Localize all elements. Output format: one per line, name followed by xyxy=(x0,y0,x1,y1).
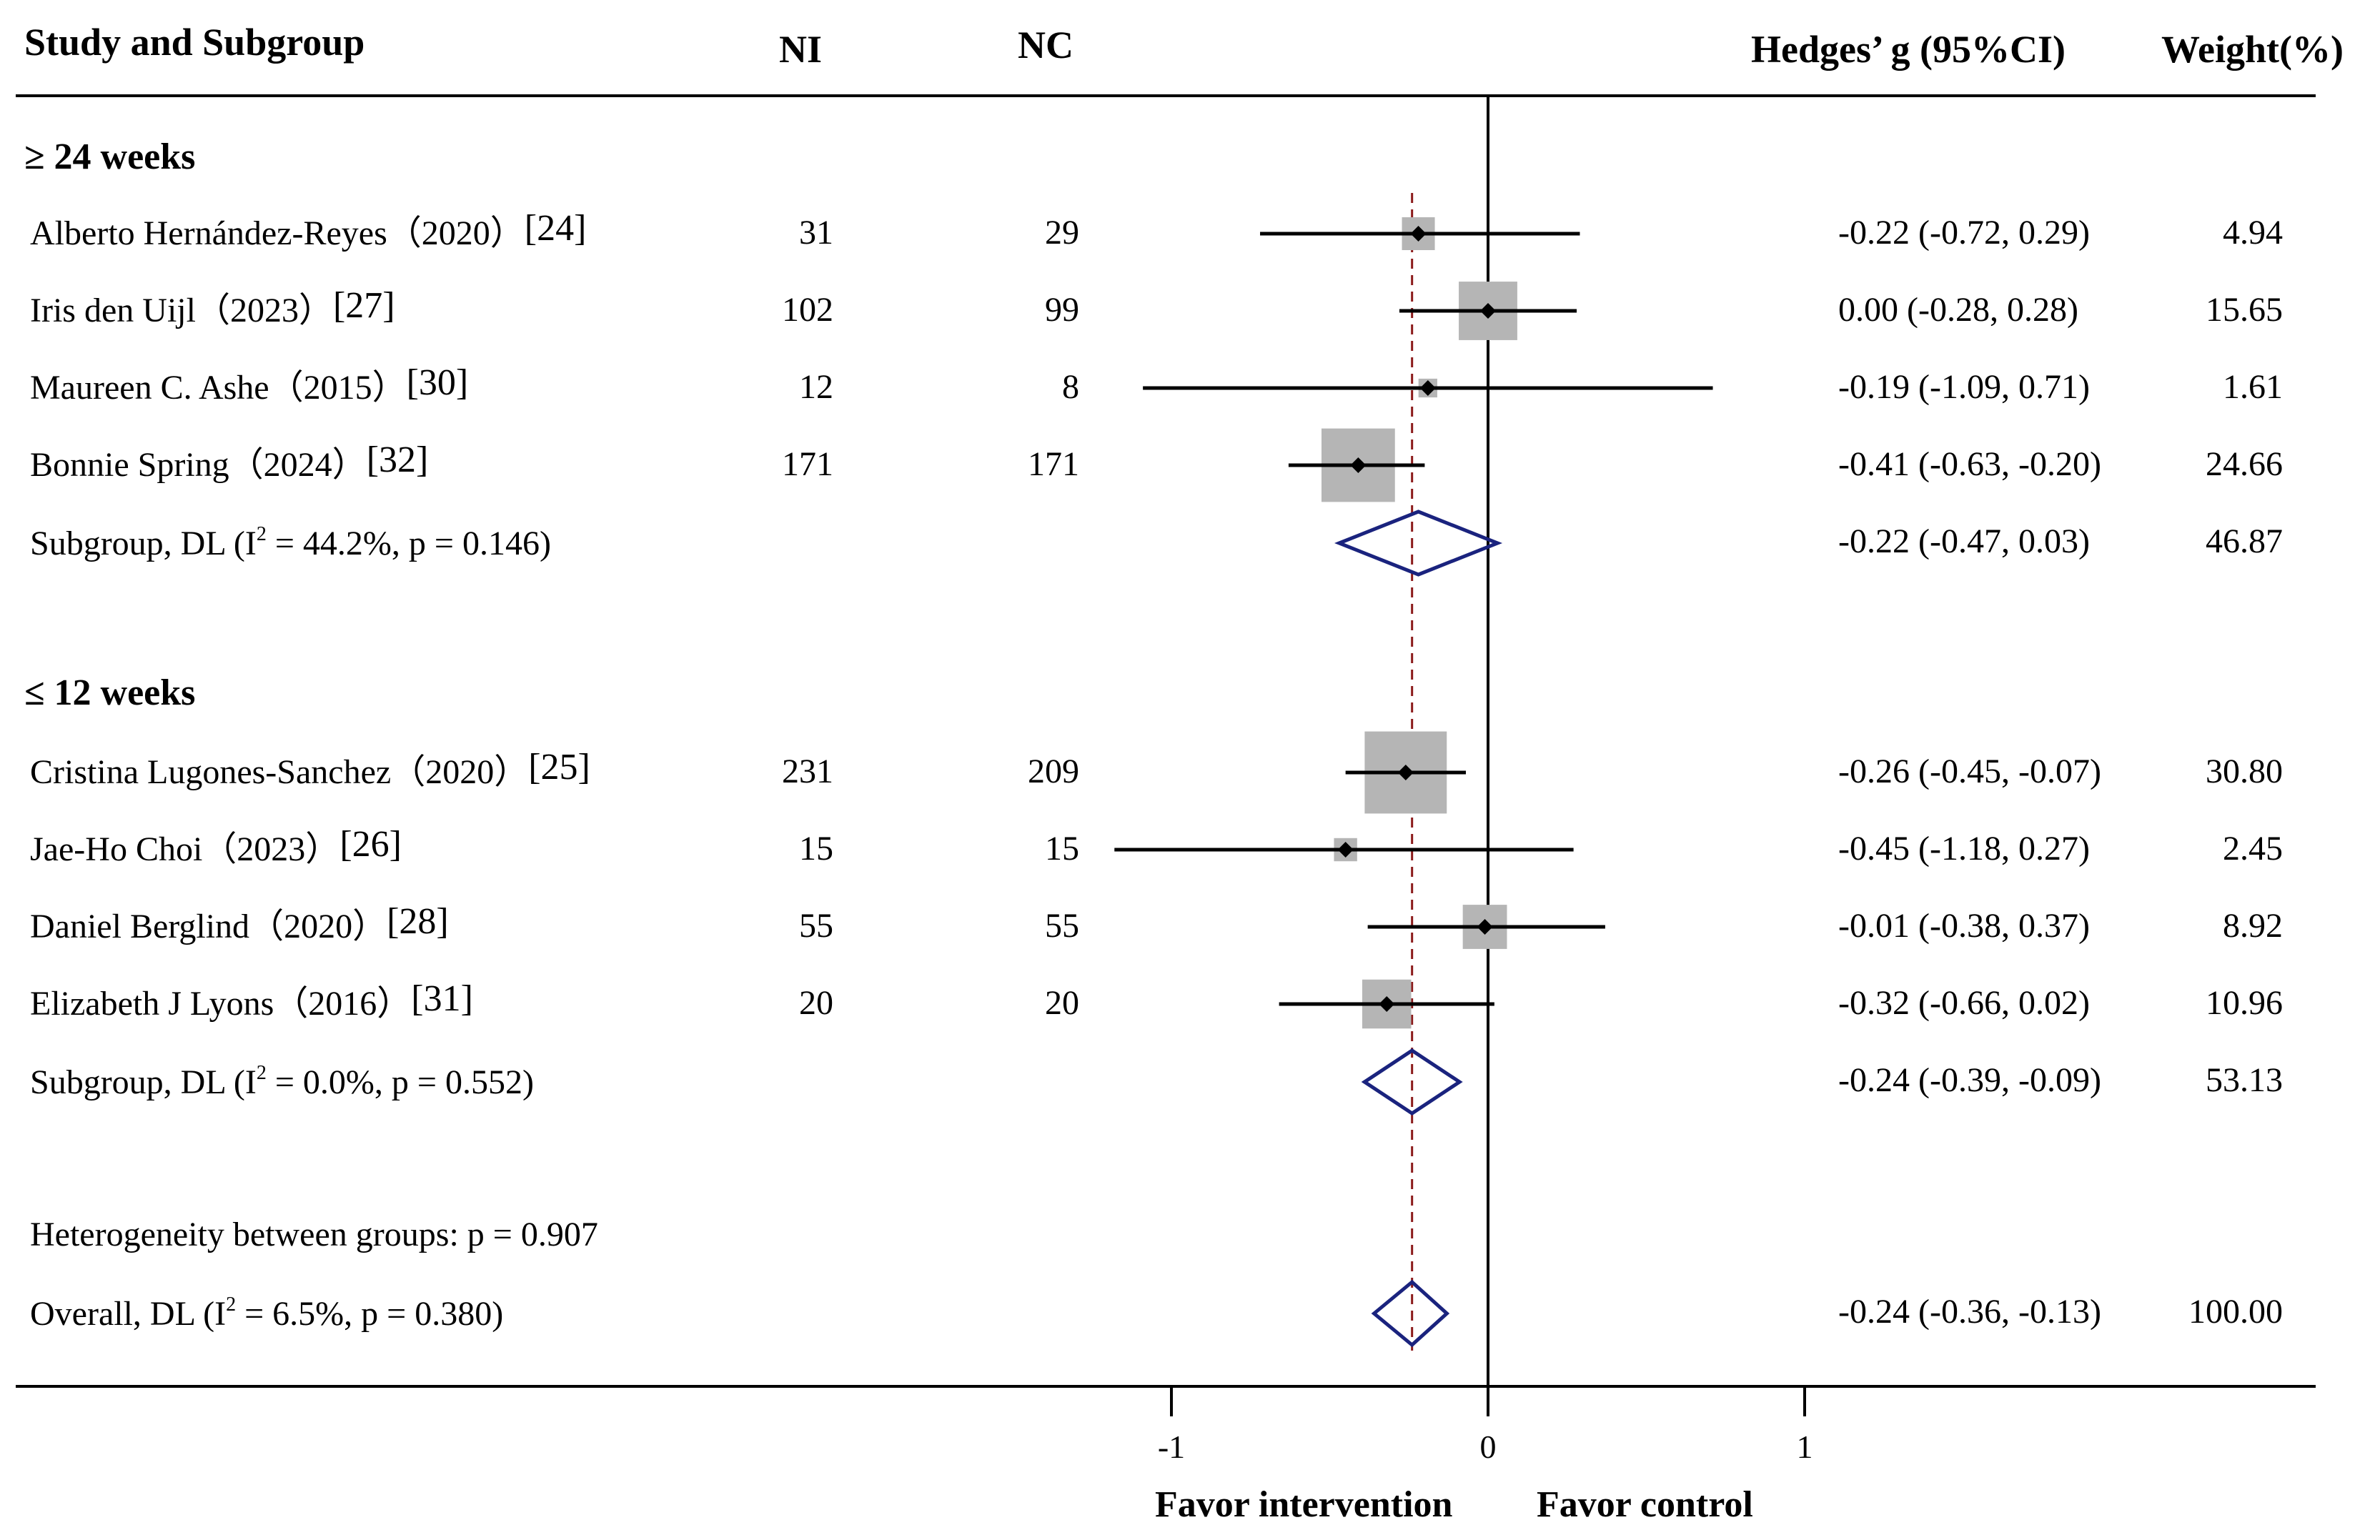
study-ci: -0.41 (-0.63, -0.20) xyxy=(1838,445,2101,483)
study-nc: 209 xyxy=(1028,752,1079,790)
group-title: ≤ 12 weeks xyxy=(24,672,196,713)
study-point-estimate xyxy=(1379,996,1395,1012)
subgroup-diamond xyxy=(1361,1048,1463,1116)
overall-diamond xyxy=(1371,1279,1450,1348)
study-point-estimate xyxy=(1480,303,1496,319)
study-weight: 4.94 xyxy=(2223,214,2283,252)
subgroup-weight: 46.87 xyxy=(2206,522,2283,560)
study-ni: 102 xyxy=(782,291,833,329)
overall-label: Overall, DL (I2 = 6.5%, p = 0.380) xyxy=(30,1293,504,1333)
study-ci: -0.01 (-0.38, 0.37) xyxy=(1838,907,2090,945)
study-ni: 12 xyxy=(799,368,833,406)
header-nc: NC xyxy=(1018,24,1074,66)
study-label: Daniel Berglind（2020）[28] xyxy=(30,901,449,945)
subgroup-label: Subgroup, DL (I2 = 0.0%, p = 0.552) xyxy=(30,1062,534,1101)
x-tick-label: 1 xyxy=(1797,1429,1813,1465)
study-point-estimate xyxy=(1337,842,1354,858)
study-weight: 15.65 xyxy=(2206,291,2283,329)
overall-ci: -0.24 (-0.36, -0.13) xyxy=(1838,1293,2101,1331)
study-weight: 24.66 xyxy=(2206,445,2283,483)
header-weight: Weight(%) xyxy=(2161,28,2344,71)
study-ni: 31 xyxy=(799,214,833,252)
study-nc: 55 xyxy=(1045,907,1079,945)
study-label: Jae-Ho Choi（2023）[26] xyxy=(30,824,402,868)
study-nc: 171 xyxy=(1028,445,1079,483)
study-ci: -0.45 (-1.18, 0.27) xyxy=(1838,830,2090,868)
study-weight: 8.92 xyxy=(2223,907,2283,945)
favor-control-label: Favor control xyxy=(1537,1484,1753,1525)
study-nc: 8 xyxy=(1062,368,1079,406)
header-ni: NI xyxy=(779,28,823,71)
study-ni: 231 xyxy=(782,752,833,790)
favor-intervention-label: Favor intervention xyxy=(1155,1484,1453,1525)
study-point-estimate xyxy=(1350,457,1367,473)
study-point-estimate xyxy=(1419,380,1436,396)
study-label: Alberto Hernández-Reyes（2020）[24] xyxy=(30,208,587,252)
header-study: Study and Subgroup xyxy=(24,21,365,64)
study-weight: 30.80 xyxy=(2206,752,2283,790)
study-label: Bonnie Spring（2024）[32] xyxy=(30,439,429,484)
study-weight: 2.45 xyxy=(2223,830,2283,868)
study-ni: 15 xyxy=(799,830,833,868)
subgroup-label: Subgroup, DL (I2 = 44.2%, p = 0.146) xyxy=(30,523,551,562)
study-ci: -0.32 (-0.66, 0.02) xyxy=(1838,984,2090,1022)
study-ci: -0.26 (-0.45, -0.07) xyxy=(1838,752,2101,790)
subgroup-ci: -0.24 (-0.39, -0.09) xyxy=(1838,1061,2101,1099)
group-title: ≥ 24 weeks xyxy=(24,136,196,177)
study-nc: 29 xyxy=(1045,214,1079,252)
study-point-estimate xyxy=(1397,765,1414,780)
heterogeneity-text: Heterogeneity between groups: p = 0.907 xyxy=(30,1216,598,1253)
study-ni: 171 xyxy=(782,445,833,483)
x-tick-label: 0 xyxy=(1480,1429,1497,1465)
study-weight: 10.96 xyxy=(2206,984,2283,1022)
x-tick-label: -1 xyxy=(1158,1429,1185,1465)
study-label: Maureen C. Ashe（2015）[30] xyxy=(30,362,469,407)
study-label: Cristina Lugones-Sanchez（2020）[25] xyxy=(30,747,590,791)
subgroup-diamond xyxy=(1334,510,1503,577)
study-nc: 15 xyxy=(1045,830,1079,868)
study-ci: -0.22 (-0.72, 0.29) xyxy=(1838,214,2090,252)
study-ci: 0.00 (-0.28, 0.28) xyxy=(1838,291,2078,329)
study-nc: 99 xyxy=(1045,291,1079,329)
subgroup-ci: -0.22 (-0.47, 0.03) xyxy=(1838,522,2090,560)
study-point-estimate xyxy=(1477,919,1493,935)
study-label: Iris den Uijl（2023）[27] xyxy=(30,285,395,329)
study-ci: -0.19 (-1.09, 0.71) xyxy=(1838,368,2090,406)
header-effect: Hedges’ g (95%CI) xyxy=(1751,28,2066,71)
study-ni: 55 xyxy=(799,907,833,945)
overall-weight: 100.00 xyxy=(2188,1293,2283,1331)
subgroup-weight: 53.13 xyxy=(2206,1061,2283,1099)
study-ni: 20 xyxy=(799,984,833,1022)
study-label: Elizabeth J Lyons（2016）[31] xyxy=(30,978,473,1023)
study-weight: 1.61 xyxy=(2223,368,2283,406)
study-nc: 20 xyxy=(1045,984,1079,1022)
study-point-estimate xyxy=(1410,226,1427,242)
